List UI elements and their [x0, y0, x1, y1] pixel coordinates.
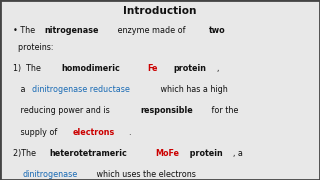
- Text: two: two: [209, 26, 226, 35]
- Text: electrons: electrons: [73, 128, 116, 137]
- Text: Introduction: Introduction: [123, 6, 197, 16]
- Text: supply of: supply of: [13, 128, 60, 137]
- Text: proteins:: proteins:: [13, 43, 53, 52]
- Text: nitrogenase: nitrogenase: [44, 26, 99, 35]
- Text: MoFe: MoFe: [156, 149, 180, 158]
- Text: a: a: [13, 85, 28, 94]
- Text: Fe: Fe: [147, 64, 158, 73]
- Text: ,: ,: [216, 64, 219, 73]
- Text: which uses the electrons: which uses the electrons: [94, 170, 196, 179]
- Text: which has a high: which has a high: [158, 85, 228, 94]
- Text: dinitrogenase: dinitrogenase: [22, 170, 78, 179]
- Text: protein: protein: [174, 64, 207, 73]
- Text: 1)  The: 1) The: [13, 64, 51, 73]
- Text: responsible: responsible: [141, 106, 194, 115]
- Text: 2)The: 2)The: [13, 149, 41, 158]
- Text: enzyme made of: enzyme made of: [115, 26, 188, 35]
- Text: protein: protein: [187, 149, 222, 158]
- Text: , a: , a: [233, 149, 243, 158]
- Text: .: .: [128, 128, 130, 137]
- Text: homodimeric: homodimeric: [62, 64, 120, 73]
- Text: • The: • The: [13, 26, 37, 35]
- Text: reducing power and is: reducing power and is: [13, 106, 112, 115]
- Text: heterotetrameric: heterotetrameric: [49, 149, 127, 158]
- Text: dinitrogenase reductase: dinitrogenase reductase: [32, 85, 130, 94]
- Text: for the: for the: [209, 106, 238, 115]
